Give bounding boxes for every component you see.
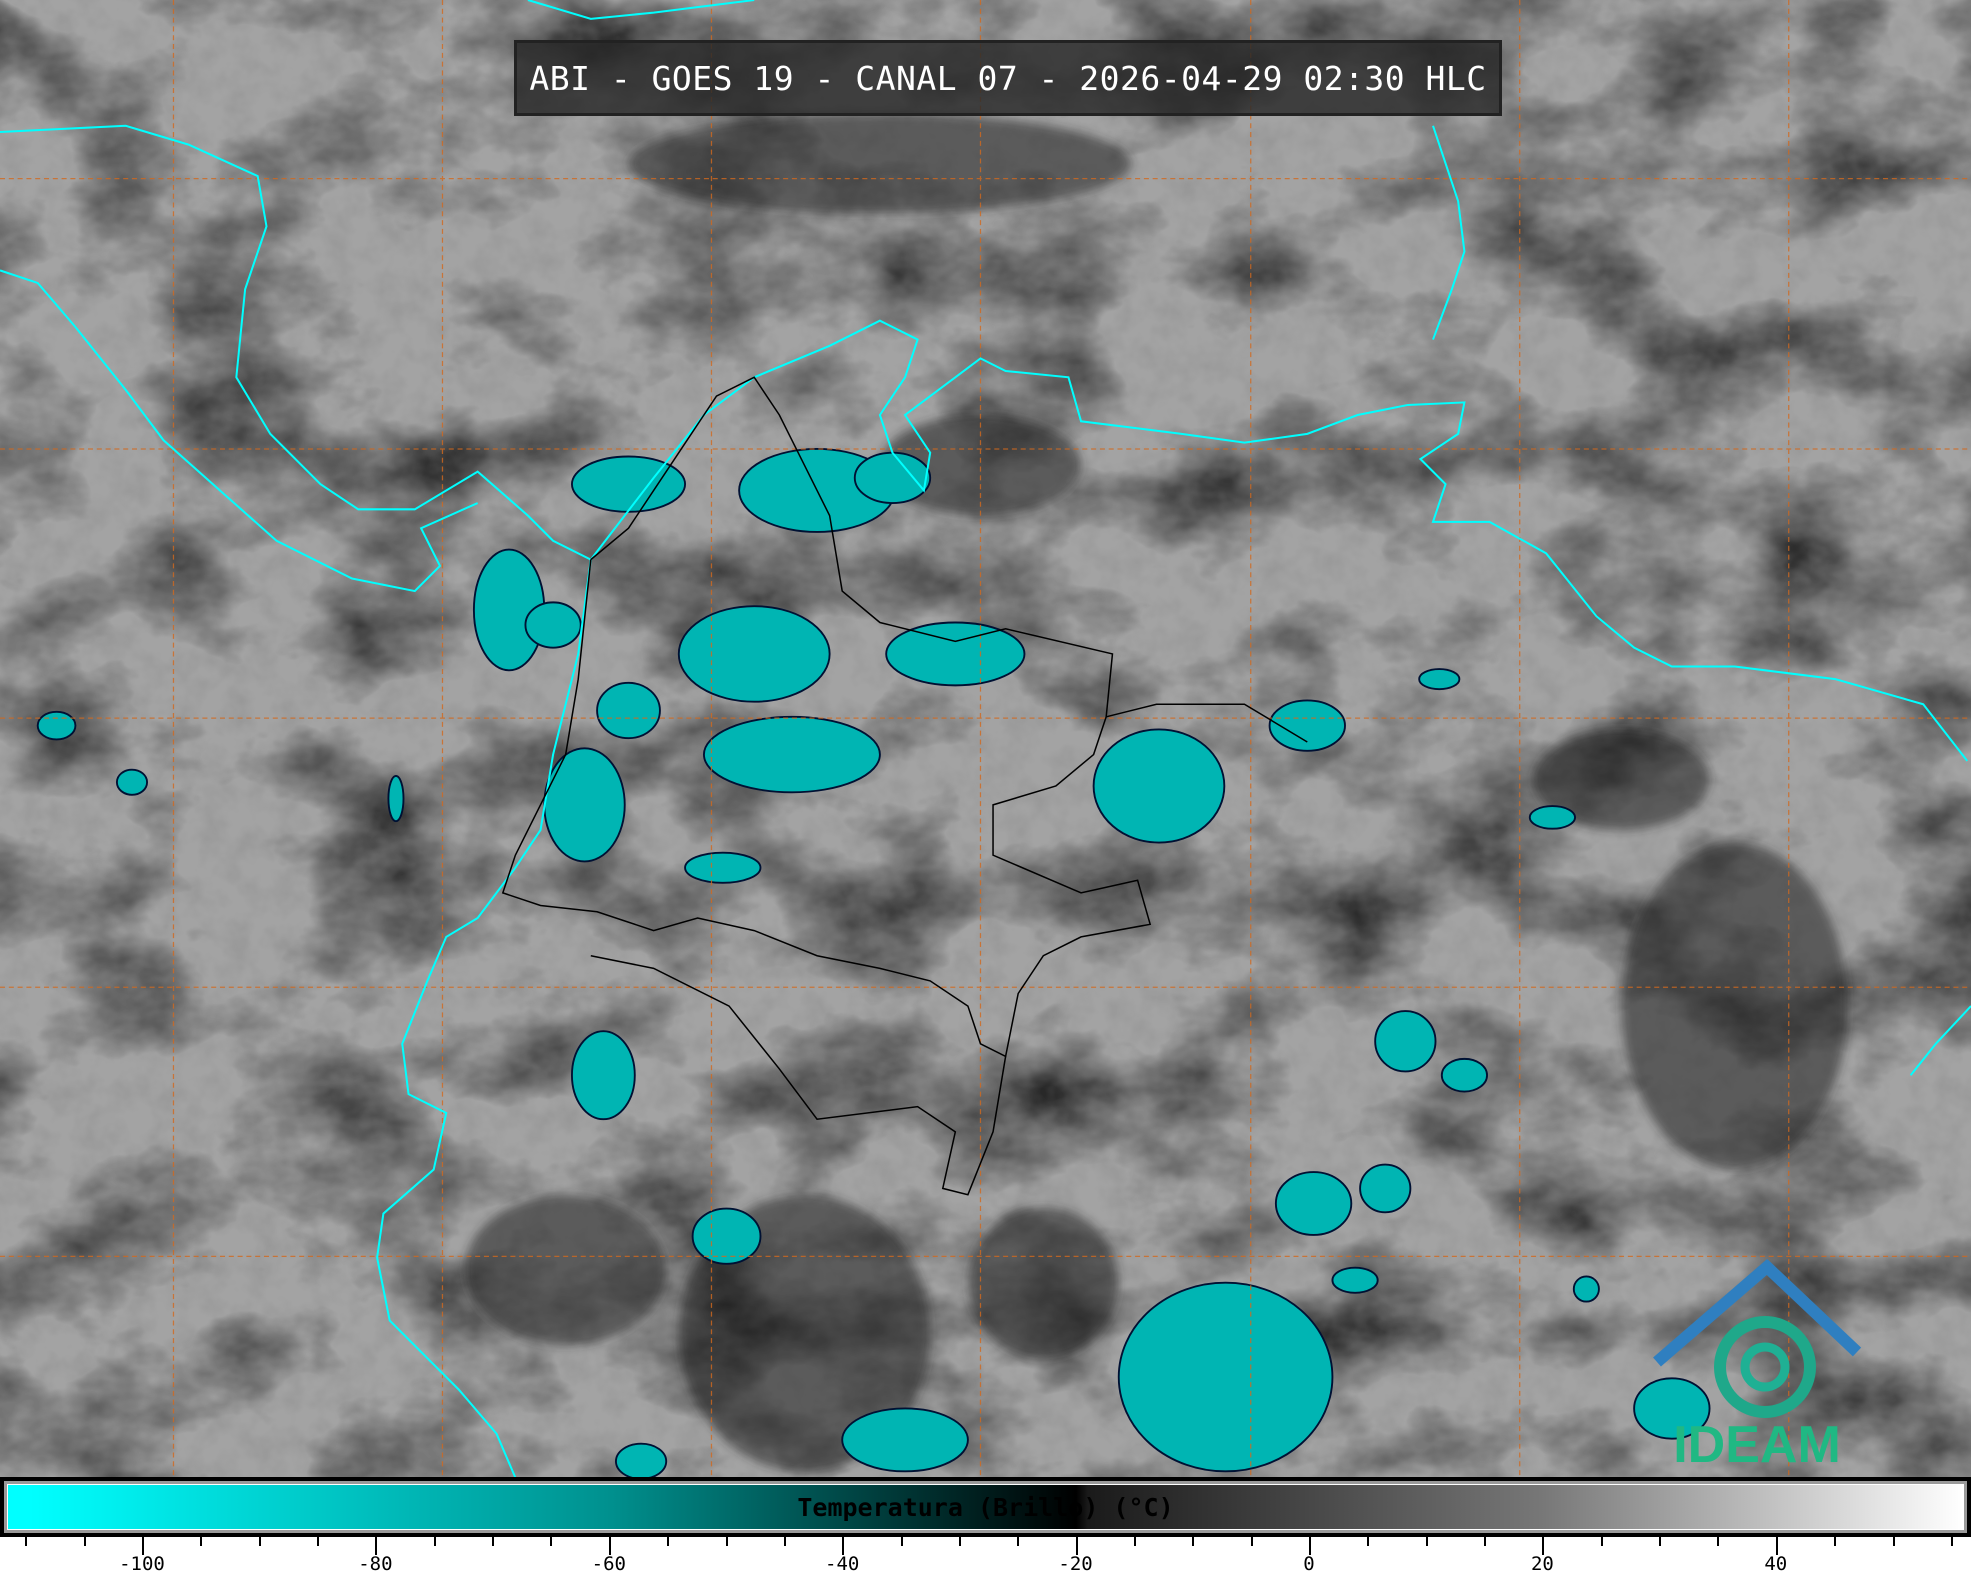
cloud-cell	[841, 1407, 969, 1473]
tick-label: -100	[119, 1553, 165, 1575]
minor-tick	[1892, 1537, 1895, 1546]
cloud-cell	[1331, 1266, 1379, 1294]
cloud-cell	[1359, 1163, 1412, 1214]
cloud-cell	[387, 774, 405, 823]
cloud-cell	[614, 1442, 668, 1480]
cloud-cell	[524, 601, 582, 649]
tick-label: -20	[1058, 1553, 1093, 1575]
minor-tick	[1834, 1537, 1837, 1546]
minor-tick	[1484, 1537, 1487, 1546]
minor-tick	[783, 1537, 786, 1546]
cloud-cell	[885, 621, 1026, 687]
cloud-cell	[543, 747, 626, 863]
minor-tick	[667, 1537, 670, 1546]
cloud-cell	[1092, 728, 1226, 844]
cloud-cell	[596, 681, 661, 740]
coastline-south-america-north	[590, 319, 1969, 762]
country-borders	[501, 376, 1308, 1196]
minor-tick	[83, 1537, 86, 1546]
minor-tick	[1017, 1537, 1020, 1546]
dark-cloud-bands	[465, 113, 1848, 1472]
cloud-cell	[36, 710, 77, 741]
minor-tick	[900, 1537, 903, 1546]
tick-label: -60	[591, 1553, 626, 1575]
major-tick	[608, 1537, 611, 1555]
tick-label: 20	[1530, 1553, 1554, 1575]
cloud-cell	[684, 851, 762, 884]
minor-tick	[725, 1537, 728, 1546]
colorbar-ticks: -100 -80 -60 -40 -20 0 20 40	[0, 1537, 1971, 1577]
logo-swirl	[1714, 1316, 1816, 1418]
minor-tick	[1950, 1537, 1953, 1546]
tick-label: -80	[358, 1553, 393, 1575]
ideam-logo: IDEAM	[1653, 1258, 1862, 1472]
coastline-central-america-pacific	[0, 269, 479, 593]
major-tick	[842, 1537, 845, 1555]
logo-swirl-inner	[1740, 1342, 1790, 1392]
cloud-cell	[1633, 1377, 1711, 1440]
minor-tick	[200, 1537, 203, 1546]
border-colombia	[501, 376, 1152, 1058]
cloud-cell	[115, 768, 149, 796]
grid-lines	[0, 0, 1971, 1478]
minor-tick	[1367, 1537, 1370, 1546]
logo-text: IDEAM	[1673, 1416, 1841, 1472]
major-tick	[1542, 1537, 1545, 1555]
cloud-cell	[691, 1207, 762, 1265]
colorbar-label: Temperatura (Brillo) (°C)	[797, 1493, 1174, 1522]
major-tick	[1075, 1537, 1078, 1555]
minor-tick	[258, 1537, 261, 1546]
cloud-cell	[1440, 1057, 1488, 1093]
cloud-cell	[853, 451, 932, 504]
cloud-cell	[702, 715, 881, 794]
cloud-cell	[1374, 1010, 1437, 1073]
minor-tick	[958, 1537, 961, 1546]
major-tick	[375, 1537, 378, 1555]
map-title: ABI - GOES 19 - CANAL 07 - 2026-04-29 02…	[529, 58, 1487, 98]
minor-tick	[1717, 1537, 1720, 1546]
minor-tick	[25, 1537, 28, 1546]
cloud-cell	[1117, 1281, 1334, 1473]
coastlines	[0, 0, 1971, 1479]
coastline-caribbean-islands	[1432, 125, 1466, 340]
minor-tick	[1192, 1537, 1195, 1546]
coastline-pacific-south-america	[376, 559, 592, 1479]
cloud-cell	[1572, 1275, 1600, 1303]
minor-tick	[317, 1537, 320, 1546]
colorbar-gradient	[7, 1484, 1964, 1530]
cloud-cell	[1268, 699, 1346, 752]
minor-tick	[492, 1537, 495, 1546]
cloud-cell	[570, 455, 687, 513]
border-venezuela-brazil	[1105, 703, 1308, 743]
cold-cloud-tops	[36, 448, 1711, 1480]
tick-label: 40	[1764, 1553, 1788, 1575]
tick-label: 0	[1303, 1553, 1315, 1575]
cloud-cell	[1274, 1171, 1353, 1236]
major-tick	[1309, 1537, 1311, 1555]
cloud-cell	[570, 1030, 636, 1121]
minor-tick	[1600, 1537, 1603, 1546]
tick-label: -40	[825, 1553, 860, 1575]
title-box: ABI - GOES 19 - CANAL 07 - 2026-04-29 02…	[514, 40, 1502, 116]
minor-tick	[550, 1537, 553, 1546]
colorbar: Temperatura (Brillo) (°C)	[0, 1477, 1971, 1537]
coastline-brazil-east	[1909, 1005, 1971, 1076]
minor-tick	[1133, 1537, 1136, 1546]
cloud-cell	[677, 605, 831, 703]
cloud-cell	[1528, 805, 1576, 830]
coastline-cuba	[527, 0, 755, 20]
major-tick	[142, 1537, 144, 1555]
cloud-cell	[1418, 668, 1461, 691]
coastline-central-america-caribbean	[0, 124, 592, 561]
border-peru-brazil	[590, 955, 1007, 1196]
minor-tick	[1659, 1537, 1662, 1546]
major-tick	[1775, 1537, 1778, 1555]
minor-tick	[433, 1537, 436, 1546]
minor-tick	[1250, 1537, 1253, 1546]
logo-roof	[1653, 1258, 1862, 1367]
minor-tick	[1425, 1537, 1428, 1546]
